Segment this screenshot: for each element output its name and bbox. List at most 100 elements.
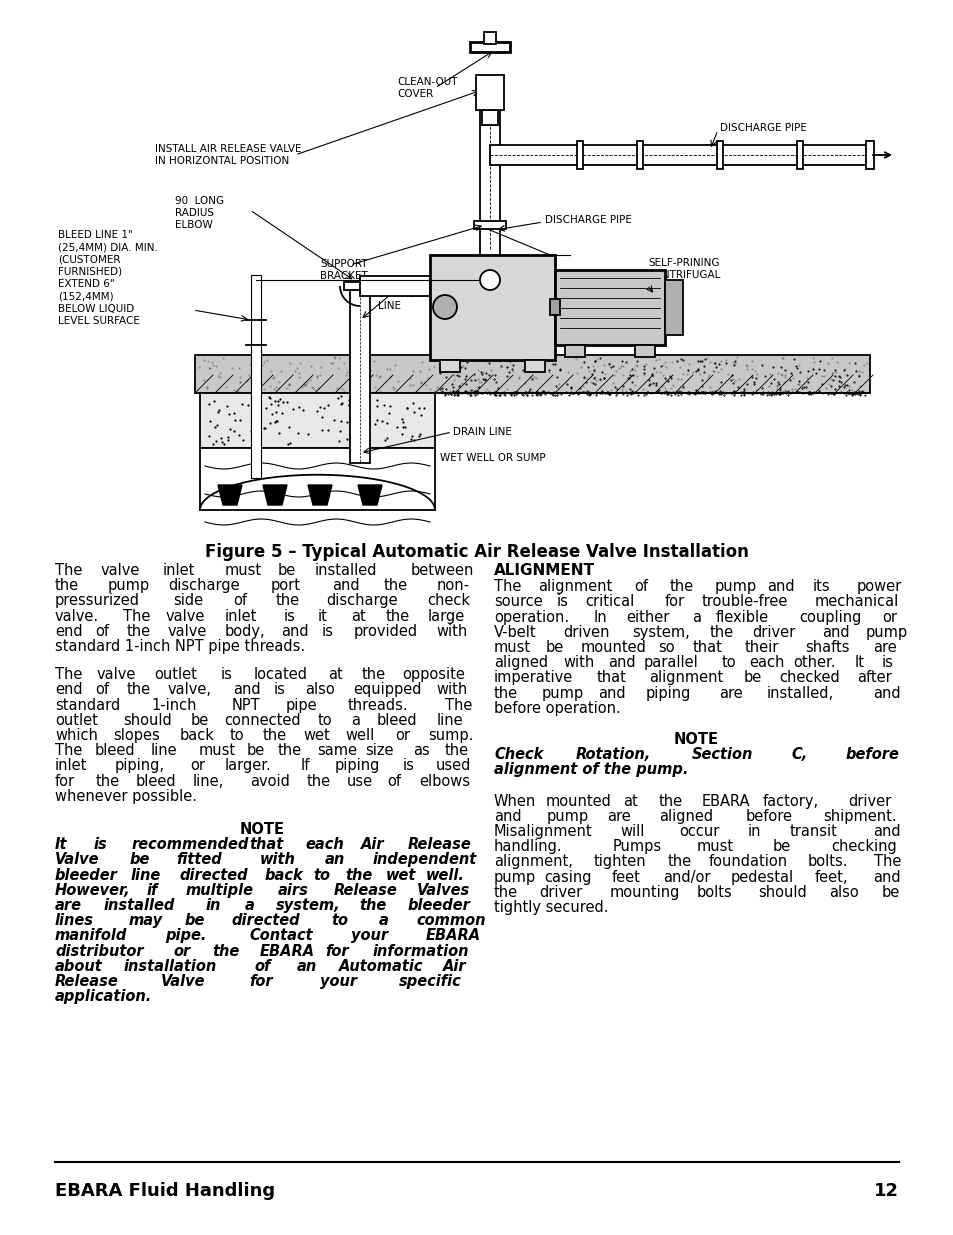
Text: pump: pump bbox=[541, 685, 583, 700]
Text: is: is bbox=[402, 758, 414, 773]
Text: as: as bbox=[413, 743, 430, 758]
Text: must: must bbox=[199, 743, 235, 758]
Bar bbox=[251, 275, 261, 478]
Text: Misalignment: Misalignment bbox=[494, 824, 592, 839]
Text: the: the bbox=[669, 579, 694, 594]
Text: 12: 12 bbox=[873, 1182, 898, 1200]
Text: Check: Check bbox=[494, 747, 543, 762]
Text: WET WELL OR SUMP: WET WELL OR SUMP bbox=[439, 453, 545, 463]
Text: an: an bbox=[324, 852, 345, 867]
Text: the: the bbox=[383, 578, 408, 593]
Text: flexible: flexible bbox=[716, 610, 768, 625]
Text: Release: Release bbox=[55, 974, 118, 989]
Text: large: large bbox=[427, 609, 464, 624]
Bar bbox=[637, 141, 642, 169]
Bar bbox=[476, 75, 503, 110]
Text: before: before bbox=[844, 747, 899, 762]
Text: and: and bbox=[598, 685, 625, 700]
Text: also: also bbox=[305, 683, 335, 698]
Text: with: with bbox=[436, 683, 467, 698]
Text: also: also bbox=[828, 884, 858, 900]
Text: of: of bbox=[95, 624, 110, 638]
Bar bbox=[664, 280, 682, 335]
Text: use: use bbox=[347, 773, 373, 789]
Bar bbox=[865, 141, 873, 169]
Text: DRAIN LINE: DRAIN LINE bbox=[453, 427, 512, 437]
Text: If: If bbox=[300, 758, 310, 773]
Text: the: the bbox=[444, 743, 468, 758]
Text: before: before bbox=[744, 809, 791, 824]
Text: The: The bbox=[444, 698, 472, 713]
Text: alignment: alignment bbox=[538, 579, 612, 594]
Text: is: is bbox=[273, 683, 285, 698]
Text: the: the bbox=[494, 884, 517, 900]
Text: well.: well. bbox=[425, 868, 464, 883]
Polygon shape bbox=[308, 485, 332, 505]
Text: each: each bbox=[748, 656, 783, 671]
Text: multiple: multiple bbox=[185, 883, 253, 898]
Text: are: are bbox=[719, 685, 741, 700]
Text: tightly secured.: tightly secured. bbox=[494, 900, 608, 915]
Bar bbox=[474, 221, 505, 228]
Bar bbox=[555, 270, 664, 345]
Text: pump: pump bbox=[494, 869, 536, 884]
Text: for: for bbox=[55, 773, 75, 789]
Text: imperative: imperative bbox=[494, 671, 573, 685]
Text: with: with bbox=[436, 624, 467, 638]
Text: It: It bbox=[854, 656, 863, 671]
Text: in: in bbox=[746, 824, 760, 839]
Text: non-: non- bbox=[436, 578, 469, 593]
Text: should: should bbox=[758, 884, 806, 900]
Text: The: The bbox=[873, 855, 900, 869]
Text: must: must bbox=[494, 640, 531, 655]
Text: is: is bbox=[882, 656, 893, 671]
Text: will: will bbox=[620, 824, 644, 839]
Bar bbox=[564, 345, 584, 357]
Text: DISCHARGE PIPE: DISCHARGE PIPE bbox=[720, 124, 806, 133]
Text: and: and bbox=[767, 579, 795, 594]
Text: end: end bbox=[55, 683, 83, 698]
Text: at: at bbox=[351, 609, 366, 624]
Text: or: or bbox=[173, 944, 191, 958]
Text: operation.: operation. bbox=[494, 610, 569, 625]
Text: pump: pump bbox=[546, 809, 588, 824]
Text: discharge: discharge bbox=[326, 593, 397, 609]
Text: avoid: avoid bbox=[250, 773, 290, 789]
Bar bbox=[350, 290, 370, 463]
Text: coupling: coupling bbox=[799, 610, 861, 625]
Bar bbox=[577, 141, 582, 169]
Text: system,: system, bbox=[631, 625, 689, 640]
Bar bbox=[430, 254, 555, 359]
Text: discharge: discharge bbox=[168, 578, 239, 593]
Text: The: The bbox=[494, 579, 521, 594]
Text: mounted: mounted bbox=[545, 794, 611, 809]
Text: Automatic: Automatic bbox=[338, 958, 423, 974]
Text: Contact: Contact bbox=[249, 929, 313, 944]
Text: wet: wet bbox=[303, 727, 330, 743]
Text: be: be bbox=[278, 563, 296, 578]
Text: whenever possible.: whenever possible. bbox=[55, 789, 196, 804]
Text: EBARA: EBARA bbox=[701, 794, 750, 809]
Text: aligned: aligned bbox=[659, 809, 713, 824]
Text: about: about bbox=[55, 958, 103, 974]
Bar bbox=[200, 393, 435, 448]
Text: must: must bbox=[224, 563, 261, 578]
Text: manifold: manifold bbox=[55, 929, 128, 944]
Text: pump: pump bbox=[107, 578, 150, 593]
Text: at: at bbox=[328, 667, 343, 682]
Text: is: is bbox=[220, 667, 233, 682]
Text: C,: C, bbox=[790, 747, 806, 762]
Text: directed: directed bbox=[180, 868, 249, 883]
Bar bbox=[359, 275, 430, 296]
Text: standard: standard bbox=[55, 698, 120, 713]
Text: to: to bbox=[332, 913, 348, 929]
Text: lines: lines bbox=[55, 913, 94, 929]
Text: sump.: sump. bbox=[427, 727, 473, 743]
Text: alignment: alignment bbox=[649, 671, 722, 685]
Text: with: with bbox=[563, 656, 595, 671]
Text: should: should bbox=[123, 713, 172, 727]
Text: are: are bbox=[55, 898, 82, 913]
Text: the: the bbox=[307, 773, 331, 789]
Bar bbox=[524, 359, 544, 372]
Bar bbox=[194, 354, 869, 393]
